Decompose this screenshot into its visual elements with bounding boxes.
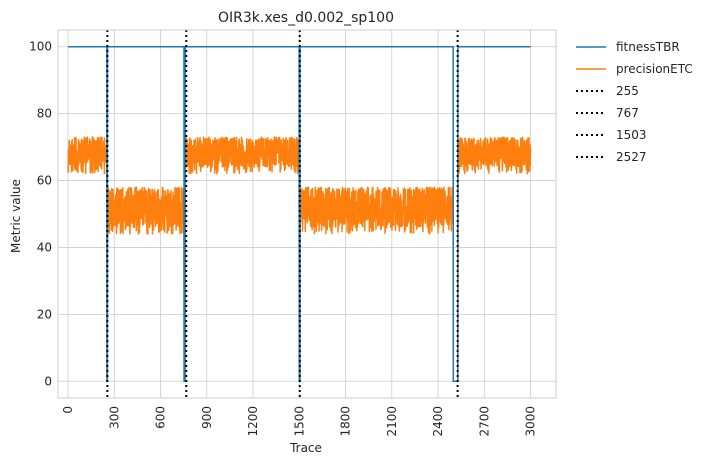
x-tick-label: 1200 (246, 406, 260, 437)
legend-label-255: 255 (616, 84, 639, 98)
series-precisionETC (67, 136, 532, 383)
x-axis-label: Trace (289, 441, 322, 455)
x-tick-label: 2100 (385, 406, 399, 437)
legend: fitnessTBR precisionETC 255 767 1503 2527 (576, 40, 693, 164)
x-tick-label: 600 (154, 406, 168, 429)
y-tick-label: 0 (44, 374, 52, 388)
legend-label-1503: 1503 (616, 128, 647, 142)
y-tick-label: 60 (37, 174, 52, 188)
x-tick-label: 2700 (477, 406, 491, 437)
drift-lines (106, 30, 459, 398)
x-tick-label: 2400 (431, 406, 445, 437)
legend-label-2527: 2527 (616, 150, 647, 164)
legend-label-fitnessTBR: fitnessTBR (616, 40, 680, 54)
x-tick-label: 1500 (292, 406, 306, 437)
x-tick-label: 300 (107, 406, 121, 429)
y-axis-label: Metric value (9, 179, 23, 253)
x-tick-label: 900 (200, 406, 214, 429)
x-tick-label: 3000 (524, 406, 538, 437)
plot-frame (57, 29, 557, 399)
legend-label-precisionETC: precisionETC (616, 62, 693, 76)
y-tick-label: 100 (29, 40, 52, 54)
y-tick-labels: 0 20 40 60 80 100 (29, 40, 52, 389)
x-tick-label: 0 (61, 406, 75, 414)
legend-label-767: 767 (616, 106, 639, 120)
chart-title: OIR3k.xes_d0.002_sp100 (218, 10, 394, 26)
x-tick-label: 1800 (339, 406, 353, 437)
grid (58, 30, 556, 398)
y-tick-label: 80 (37, 107, 52, 121)
y-tick-label: 40 (37, 240, 52, 254)
x-tick-labels: 0 300 600 900 1200 1500 1800 2100 2400 2700 3000 (61, 406, 538, 437)
y-tick-label: 20 (37, 307, 52, 321)
